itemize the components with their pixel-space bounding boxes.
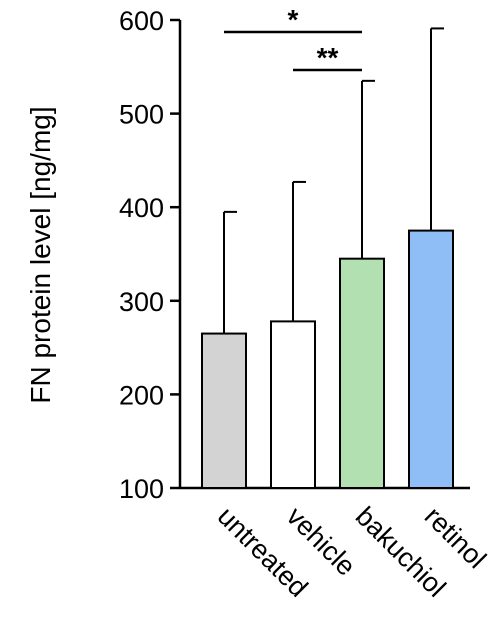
y-axis: 100 200 300 400 500 600 [119, 6, 182, 504]
significance-label: * [288, 4, 299, 35]
bar-bakuchiol [339, 257, 385, 489]
bar-vehicle [270, 320, 316, 489]
bar-retinol [408, 229, 454, 489]
bar-untreated [201, 332, 247, 489]
y-tick-label: 300 [119, 287, 164, 317]
error-bars [223, 27, 444, 334]
significance-label: ** [317, 42, 339, 73]
bars [201, 229, 454, 489]
y-tick-label: 200 [119, 380, 164, 410]
y-tick-label: 500 [119, 100, 164, 130]
y-tick-label: 600 [119, 6, 164, 36]
y-tick-label: 400 [119, 193, 164, 223]
y-tick-label: 100 [119, 474, 164, 504]
significance-annotations: *** [224, 4, 362, 73]
y-axis-title: FN protein level [ng/mg] [25, 106, 56, 403]
